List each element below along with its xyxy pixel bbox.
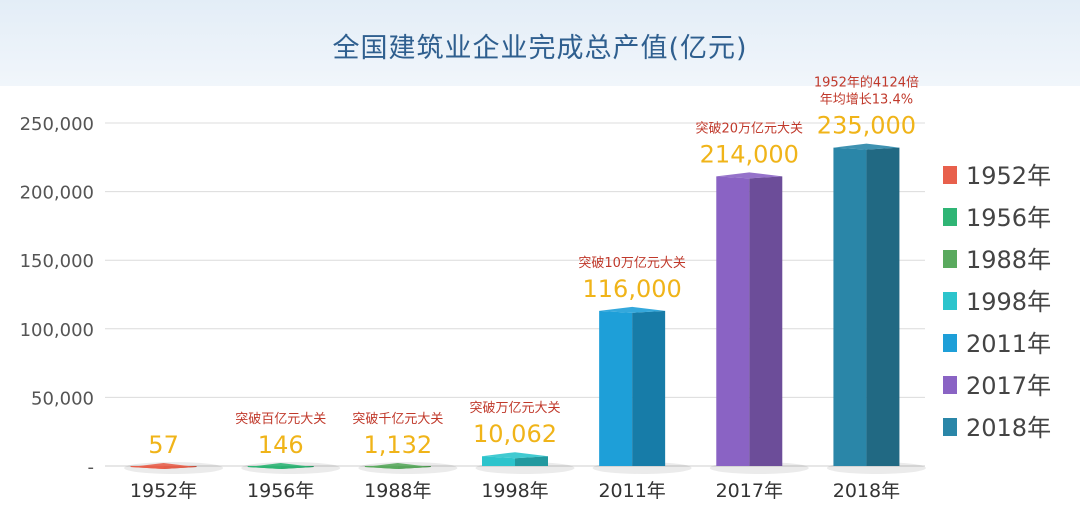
grid-layer: - 50,000 100,000 150,000 200,000 250,000 (20, 114, 925, 478)
legend-label: 1998年 (966, 288, 1051, 316)
legend: 1952年 1956年 1988年 1998年 2011年 2017年 2018年 (943, 162, 1051, 442)
bars-layer (124, 143, 926, 474)
bar-annotation: 突破20万亿元大关 (696, 120, 804, 136)
legend-swatch (943, 208, 957, 226)
bar-value-label: 146 (258, 431, 304, 459)
y-tick-label: 200,000 (20, 183, 94, 204)
bar-top (247, 463, 314, 469)
y-tick-label: 150,000 (20, 251, 94, 272)
x-tick-label: 1952年 (130, 480, 197, 502)
bar-top (599, 306, 666, 313)
bar-left-face (716, 176, 750, 466)
x-tick-label: 2018年 (833, 480, 900, 502)
legend-swatch (943, 418, 957, 436)
legend-swatch (943, 292, 957, 310)
bar-annotation: 突破千亿元大关 (352, 411, 443, 427)
bar-value-label: 57 (148, 431, 179, 459)
bar-value-label: 214,000 (700, 140, 799, 168)
chart-title: 全国建筑业企业完成总产值(亿元) (332, 33, 748, 64)
bar-left-face (599, 310, 633, 466)
bar-right-face (866, 147, 900, 466)
legend-label: 1956年 (966, 204, 1051, 232)
legend-label: 2011年 (966, 330, 1051, 358)
x-tick-label: 1956年 (247, 480, 314, 502)
legend-label: 1988年 (966, 246, 1051, 274)
legend-swatch (943, 250, 957, 268)
bar-top (833, 143, 900, 150)
legend-label: 2017年 (966, 372, 1051, 400)
x-tick-label: 1998年 (481, 480, 548, 502)
bar-left-face (833, 147, 867, 466)
x-tick-label: 2011年 (598, 480, 665, 502)
bar-top (716, 172, 783, 179)
bar-value-label: 1,132 (363, 431, 432, 459)
y-tick-label: - (88, 457, 95, 478)
bar-right-face (515, 456, 548, 466)
bar-top (482, 452, 548, 459)
bar-right-face (749, 176, 783, 466)
bar-left-face (482, 456, 515, 466)
bar-annotation: 突破万亿元大关 (469, 400, 560, 416)
bar-value-label: 235,000 (817, 112, 916, 140)
legend-label: 2018年 (966, 414, 1051, 442)
y-tick-label: 50,000 (31, 388, 94, 409)
labels-layer: 57 1952年 146 突破百亿元大关 1956年 1,132 突破千亿元大关 1988年 1… (130, 75, 919, 502)
bar-right-face (632, 310, 666, 466)
bar-annotation: 1952年的4124倍 (814, 75, 919, 91)
y-tick-label: 100,000 (20, 320, 94, 341)
bar-annotation: 突破百亿元大关 (235, 411, 326, 427)
title-band (0, 0, 1080, 86)
y-tick-label: 250,000 (20, 114, 94, 135)
bar-value-label: 10,062 (473, 420, 557, 448)
legend-swatch (943, 334, 957, 352)
legend-label: 1952年 (966, 162, 1051, 190)
bar-top (364, 463, 431, 469)
x-tick-label: 1988年 (364, 480, 431, 502)
legend-swatch (943, 166, 957, 184)
bar-top (130, 463, 197, 469)
legend-swatch (943, 376, 957, 394)
bar-annotation: 年均增长13.4% (820, 93, 913, 108)
bar-value-label: 116,000 (583, 275, 682, 303)
bar-annotation: 突破10万亿元大关 (578, 255, 686, 271)
x-tick-label: 2017年 (716, 480, 783, 502)
